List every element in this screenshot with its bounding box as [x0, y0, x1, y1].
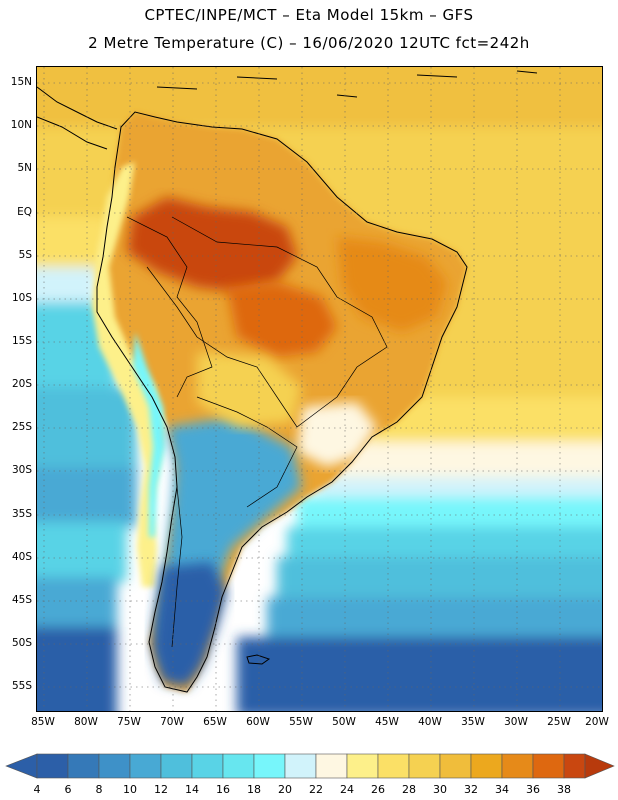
lon-label-30w: 30W: [504, 716, 528, 728]
country-borders: [126, 216, 388, 648]
colorbar-label-4: 4: [33, 783, 41, 796]
temperature-map: [36, 66, 603, 712]
border-chile-argentina: [171, 486, 183, 648]
colorbar-label-32: 32: [464, 783, 478, 796]
colorbar-swatch-10: [346, 753, 379, 779]
lat-label-50s: 50S: [11, 637, 32, 649]
lat-label-30s: 30S: [11, 464, 32, 476]
lat-label-15s: 15S: [11, 335, 32, 347]
colorbar-swatch-13: [439, 753, 472, 779]
colorbar-label-14: 14: [185, 783, 199, 796]
colorbar-arrow-left: [5, 753, 38, 779]
coastline-outline: [37, 70, 538, 693]
andes-cool-ridge: [92, 162, 165, 587]
central-america-coastline: [37, 86, 118, 150]
colorbar-label-8: 8: [95, 783, 103, 796]
colorbar-label-20: 20: [278, 783, 292, 796]
ocean-band-pacific-20: [37, 267, 97, 307]
border-southern-cone: [196, 396, 298, 508]
colorbar-label-24: 24: [340, 783, 354, 796]
colorbar-label-16: 16: [216, 783, 230, 796]
colorbar-label-30: 30: [433, 783, 447, 796]
lon-label-25w: 25W: [547, 716, 571, 728]
lon-label-75w: 75W: [117, 716, 141, 728]
gran-chaco-warm: [197, 352, 302, 427]
lon-label-20w: 20W: [585, 716, 609, 728]
colorbar-label-38: 38: [557, 783, 571, 796]
colorbar-label-12: 12: [154, 783, 168, 796]
colorbar-swatch-14: [470, 753, 503, 779]
caribbean-islands: [156, 70, 538, 98]
ocean-band-pacific-12: [37, 522, 127, 582]
lat-label-20s: 20S: [11, 378, 32, 390]
lat-label-5s: 5S: [18, 249, 32, 261]
colorbar-swatch-9: [315, 753, 348, 779]
south-america-coastline: [96, 111, 468, 693]
colorbar-swatch-8: [284, 753, 317, 779]
lon-label-40w: 40W: [418, 716, 442, 728]
lat-label-10n: 10N: [10, 119, 32, 131]
lon-label-50w: 50W: [332, 716, 356, 728]
lon-label-70w: 70W: [160, 716, 184, 728]
colorbar-swatch-7: [253, 753, 286, 779]
title-line-1: CPTEC/INPE/MCT – Eta Model 15km – GFS: [144, 6, 474, 24]
lon-label-35w: 35W: [461, 716, 485, 728]
lat-label-45s: 45S: [11, 594, 32, 606]
lat-label-10s: 10S: [11, 292, 32, 304]
colorbar-label-36: 36: [526, 783, 540, 796]
colorbar-swatch-12: [408, 753, 441, 779]
colorbar-label-22: 22: [309, 783, 323, 796]
colorbar-swatch-11: [377, 753, 410, 779]
colorbar: [5, 753, 615, 779]
colorbar-swatch-0: [36, 753, 69, 779]
northeast-warm: [337, 237, 447, 332]
colorbar-label-34: 34: [495, 783, 509, 796]
south-brazil-mild: [297, 402, 377, 467]
border-andean: [126, 216, 213, 398]
lon-label-85w: 85W: [31, 716, 55, 728]
colorbar-swatch-6: [222, 753, 255, 779]
patagonia-cold: [152, 562, 227, 687]
colorbar-label-28: 28: [402, 783, 416, 796]
lon-label-45w: 45W: [375, 716, 399, 728]
colorbar-swatch-16: [532, 753, 565, 779]
colorbar-swatch-17: [563, 753, 586, 779]
colorbar-swatch-1: [67, 753, 100, 779]
colorbar-swatch-3: [129, 753, 162, 779]
lat-label-5n: 5N: [17, 162, 32, 174]
colorbar-label-26: 26: [371, 783, 385, 796]
colorbar-label-10: 10: [123, 783, 137, 796]
colorbar-swatch-2: [98, 753, 131, 779]
lon-label-60w: 60W: [246, 716, 270, 728]
colorbar-swatch-4: [160, 753, 193, 779]
lon-label-55w: 55W: [289, 716, 313, 728]
lat-lon-grid: [37, 67, 602, 711]
ocean-band-pacific-16: [37, 387, 137, 477]
ocean-band-atlantic-10: [237, 637, 602, 711]
falkland-islands: [246, 654, 271, 665]
border-brazil: [146, 216, 388, 428]
title-line-2: 2 Metre Temperature (C) – 16/06/2020 12U…: [88, 34, 530, 52]
lat-label-55s: 55S: [11, 680, 32, 692]
colorbar-swatch-15: [501, 753, 534, 779]
lat-label-25s: 25S: [11, 421, 32, 433]
andes-snowline: [133, 332, 165, 537]
lat-label-eq: EQ: [17, 206, 32, 218]
continent-temperature-field: [92, 112, 467, 692]
lat-label-40s: 40S: [11, 551, 32, 563]
lat-label-35s: 35S: [11, 508, 32, 520]
amazon-hot-core: [127, 197, 297, 292]
lat-label-15n: 15N: [10, 76, 32, 88]
colorbar-arrow-right: [584, 753, 615, 779]
central-brazil-heat: [227, 282, 337, 357]
colorbar-label-6: 6: [64, 783, 72, 796]
lon-label-65w: 65W: [203, 716, 227, 728]
map-svg: [37, 67, 602, 711]
colorbar-swatch-5: [191, 753, 224, 779]
ocean-band-pacific-8: [37, 627, 117, 711]
colorbar-label-18: 18: [247, 783, 261, 796]
lon-label-80w: 80W: [74, 716, 98, 728]
